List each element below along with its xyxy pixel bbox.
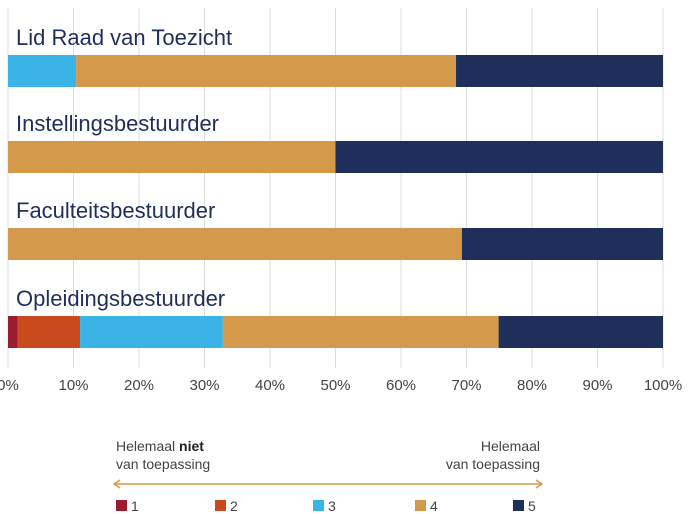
category-label: Instellingsbestuurder [16,111,219,136]
scale-arrow [112,479,544,489]
x-tick-label: 50% [320,377,350,394]
x-tick-label: 30% [189,377,219,394]
bar-segment [80,316,223,348]
legend-swatch [415,500,426,511]
x-tick-label: 100% [644,377,682,394]
x-tick-label: 10% [58,377,88,394]
x-tick-label: 70% [451,377,481,394]
category-label: Opleidingsbestuurder [16,286,225,311]
legend-swatch [215,500,226,511]
bar-segment [456,55,663,87]
scale-note-left-2: van toepassing [116,456,210,472]
bar-segment [498,316,663,348]
scale-note-left: Helemaal niet [116,438,204,454]
legend-label: 2 [230,498,238,514]
x-tick-label: 40% [255,377,285,394]
legend-label: 3 [328,498,336,514]
bar-segment [8,55,77,87]
bar-segment [461,228,663,260]
scale-note-right-2: van toepassing [446,456,540,472]
scale-note-right: Helemaal [481,438,540,454]
legend-label: 5 [528,498,536,514]
x-tick-label: 80% [517,377,547,394]
bar-segment [335,141,663,173]
bar-segment [8,228,462,260]
x-tick-label: 20% [124,377,154,394]
bar-segment [76,55,457,87]
x-tick-label: 90% [582,377,612,394]
note-bold: niet [179,438,204,454]
bar-segment [17,316,81,348]
legend-label: 1 [131,498,139,514]
legend-swatch [116,500,127,511]
legend-swatch [513,500,524,511]
bar-segment [8,316,18,348]
bar-segment [222,316,499,348]
note-text: Helemaal [116,438,175,454]
legend-label: 4 [430,498,438,514]
legend-swatch [313,500,324,511]
x-tick-label: 60% [386,377,416,394]
x-tick-label: 0% [0,377,19,394]
bar-segment [8,141,336,173]
category-label: Lid Raad van Toezicht [16,25,232,50]
category-label: Faculteitsbestuurder [16,198,215,223]
